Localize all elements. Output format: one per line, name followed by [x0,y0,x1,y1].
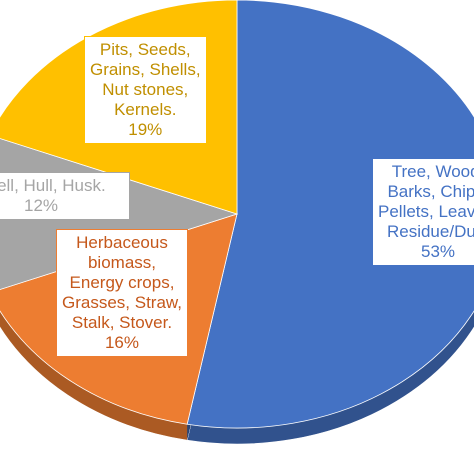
label-percent: 19% [128,120,163,139]
label-line: Grains, Shells, [90,60,201,79]
slice-0 [186,0,474,429]
label-line: Pits, Seeds, [99,40,191,59]
label-line: Herbaceous [76,233,168,252]
slice-label-husk: Shell, Hull, Husk. 12% [0,172,130,220]
label-line: Tree, Wood, [391,162,474,181]
label-line: Shell, Hull, Husk. [0,176,106,195]
label-line: Kernels. [114,100,177,119]
label-line: Grasses, Straw, [62,293,182,312]
label-percent: 12% [23,196,59,215]
label-line: Stalk, Stover. [71,313,173,332]
slice-label-pits: Pits, Seeds, Grains, Shells, Nut stones,… [84,36,207,144]
label-line: Pellets, Leaves, [378,202,474,221]
label-line: biomass, [87,253,156,272]
label-line: Energy crops, [69,273,175,292]
slice-label-wood: Tree, Wood, Barks, Chips, Pellets, Leave… [372,158,474,266]
label-line: Nut stones, [102,80,189,99]
slice-label-herbaceous: Herbaceous biomass, Energy crops, Grasse… [56,229,188,357]
label-percent: 16% [104,333,139,352]
label-line: Residue/Dust [386,222,474,241]
label-percent: 53% [420,242,456,261]
label-line: Barks, Chips, [387,182,474,201]
